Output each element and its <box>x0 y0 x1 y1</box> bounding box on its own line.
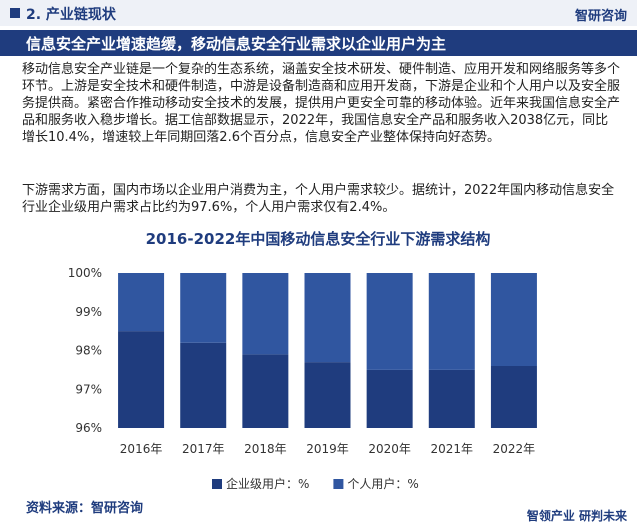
bar-segment <box>304 362 351 428</box>
legend-label: 企业级用户：% <box>226 476 309 491</box>
chart: 2016-2022年中国移动信息安全行业下游需求结构 96% 97% 98% 99% 1… <box>68 230 537 491</box>
x-tick-label: 2021年 <box>431 442 474 456</box>
bar-segment <box>242 273 289 355</box>
paragraph: 下游需求方面，国内市场以企业用户消费为主，个人用户需求较少。据统计，2022年国… <box>22 183 615 215</box>
y-tick-label: 98% <box>75 344 102 358</box>
x-tick-label: 2020年 <box>368 442 411 456</box>
y-tick-label: 97% <box>75 382 102 396</box>
legend-swatch <box>333 479 344 489</box>
section-title: 2. 产业链现状 <box>26 7 116 23</box>
x-tick-label: 2017年 <box>182 442 225 456</box>
headline: 信息安全产业增速趋缓，移动信息安全行业需求以企业用户为主 <box>26 35 447 53</box>
logo: 智研咨询 <box>574 9 627 24</box>
y-tick-label: 96% <box>75 421 102 435</box>
bar-segment <box>242 354 289 428</box>
bar-segment <box>180 342 227 428</box>
bar-segment <box>366 369 413 428</box>
source: 资料来源：智研咨询 <box>26 501 144 516</box>
y-tick-label: 99% <box>75 305 102 319</box>
x-tick-label: 2018年 <box>244 442 287 456</box>
y-tick-label: 100% <box>68 266 102 280</box>
x-tick-label: 2016年 <box>120 442 163 456</box>
chart-title: 2016-2022年中国移动信息安全行业下游需求结构 <box>146 230 491 248</box>
top-bar <box>0 0 637 26</box>
bar-segment <box>428 273 475 370</box>
x-tick-label: 2019年 <box>306 442 349 456</box>
section-icon <box>10 8 20 18</box>
bar-segment <box>428 369 475 428</box>
legend-swatch <box>212 479 222 489</box>
bar-segment <box>180 273 227 343</box>
bar-segment <box>366 273 413 370</box>
bar-segment <box>118 331 165 428</box>
bar-segment <box>118 273 165 332</box>
paragraph: 移动信息安全产业链是一个复杂的生态系统，涵盖安全技术研发、硬件制造、应用开发和网… <box>22 62 621 145</box>
bar-segment <box>490 366 537 428</box>
bar-segment <box>304 273 351 363</box>
footer: 智领产业 研判未来 <box>526 509 627 523</box>
bar-segment <box>490 273 537 366</box>
headline-bar <box>0 30 637 56</box>
x-tick-label: 2022年 <box>493 442 536 456</box>
legend-label: 个人用户：% <box>347 476 418 491</box>
